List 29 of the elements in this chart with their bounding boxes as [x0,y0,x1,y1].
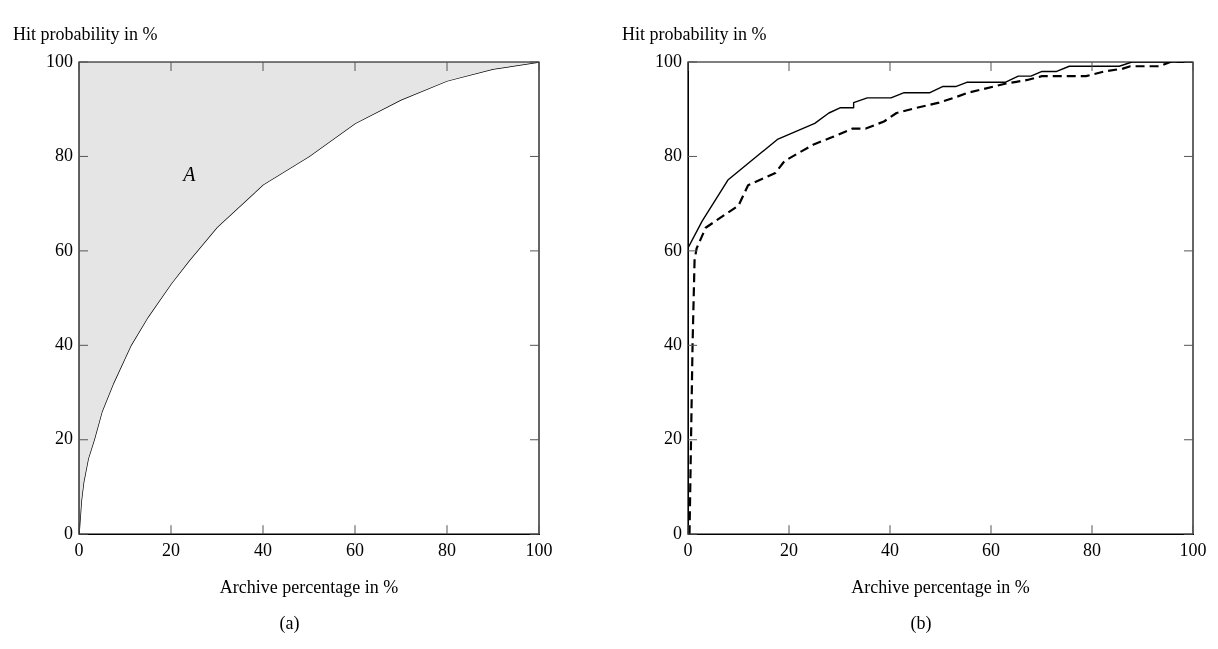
y-tick-label: 60 [664,239,682,260]
text: (a) [279,612,300,634]
x-tick-label: 60 [346,539,364,560]
x-tick-label: 40 [254,539,272,560]
x-tick-label: 80 [1083,539,1101,560]
x-tick-label: 100 [1179,539,1207,560]
y-tick-label: 100 [655,50,682,71]
x-tick-label: 100 [525,539,553,560]
annotation: A [181,162,197,185]
x-axis-title: Archive percentage in % [851,577,1030,598]
y-tick-label: 20 [664,428,682,449]
y-tick-label: 100 [46,50,73,71]
x-tick-label: 20 [162,539,180,560]
text: (b) [910,612,932,634]
x-tick-label: 80 [438,539,456,560]
x-tick-label: 40 [881,539,899,560]
y-tick-label: 80 [664,145,682,166]
y-axis-title: Hit probability in % [13,23,158,44]
y-tick-label: 0 [673,522,682,543]
x-tick-label: 20 [780,539,798,560]
y-tick-label: 20 [55,428,73,449]
y-tick-label: 60 [55,239,73,260]
y-tick-label: 40 [664,334,682,355]
y-tick-label: 0 [64,522,73,543]
y-tick-label: 40 [55,334,73,355]
y-tick-label: 80 [55,145,73,166]
y-axis-title: Hit probability in % [622,23,767,44]
x-tick-label: 60 [982,539,1000,560]
x-axis-title: Archive percentage in % [219,577,399,598]
